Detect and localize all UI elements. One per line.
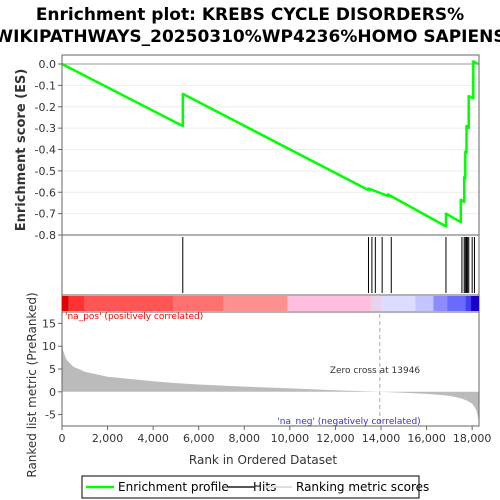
x-tick-label: 18,000 — [453, 432, 492, 445]
ranking-bar-panel — [62, 295, 479, 312]
metric-y-tick-label: -5 — [45, 409, 56, 422]
ranking-bar-segment — [415, 296, 433, 311]
es-panel: 0.0 -0.1 -0.2 -0.3 -0.4 -0.5 -0.6 -0.7 -0.8 Enri… — [14, 55, 479, 242]
ranking-bar-segment — [465, 296, 471, 311]
es-y-tick-label: -0.1 — [35, 79, 56, 92]
x-tick-label: 12,000 — [316, 432, 355, 445]
ranking-bar-segment — [69, 296, 85, 311]
x-tick-label: 10,000 — [271, 432, 310, 445]
pos-correlated-label: 'na_pos' (positively correlated) — [65, 312, 203, 322]
x-tick-label: 0 — [59, 432, 66, 445]
ranking-bar-segment — [174, 296, 224, 311]
x-tick-label: 16,000 — [407, 432, 446, 445]
es-y-axis-label: Enrichment score (ES) — [14, 69, 29, 232]
metric-y-tick-label: 10 — [42, 340, 56, 353]
ranking-bar-segment — [62, 296, 69, 311]
ranking-bar-segment — [447, 296, 465, 311]
es-y-tick-label: -0.3 — [35, 122, 56, 135]
legend-metric-label: Ranking metric scores — [296, 480, 429, 494]
neg-correlated-label: 'na_neg' (negatively correlated) — [277, 417, 420, 427]
x-tick-label: 4,000 — [137, 432, 169, 445]
es-y-tick-label: -0.6 — [35, 186, 56, 199]
ranking-color-bar — [62, 296, 479, 311]
x-tick-label: 8,000 — [229, 432, 261, 445]
ranking-bar-segment — [288, 296, 372, 311]
hits-panel-frame — [62, 235, 479, 295]
ranking-bar-segment — [224, 296, 288, 311]
x-tick-label: 14,000 — [362, 432, 401, 445]
ranking-bar-segment — [85, 296, 174, 311]
es-panel-background — [62, 55, 479, 235]
x-axis-label: Rank in Ordered Dataset — [189, 453, 337, 467]
metric-y-ticks: 15 10 5 0 -5 — [42, 317, 62, 421]
metric-y-axis-label: Ranked list metric (PreRanked) — [25, 292, 39, 477]
legend-es-label: Enrichment profile — [118, 480, 229, 494]
metric-y-tick-label: 0 — [49, 386, 56, 399]
ranking-bar-segment — [381, 296, 415, 311]
legend: Enrichment profile Hits Ranking metric s… — [82, 476, 429, 498]
es-y-tick-label: -0.2 — [35, 101, 56, 114]
es-y-tick-label: -0.7 — [35, 208, 56, 221]
metric-y-tick-label: 15 — [42, 317, 56, 330]
chart-title-line-2: WIKIPATHWAYS_20250310%WP4236%HOMO SAPIEN… — [0, 27, 500, 47]
ranking-bar-segment — [471, 296, 479, 311]
ranking-bar-segment — [433, 296, 447, 311]
es-y-ticks: 0.0 -0.1 -0.2 -0.3 -0.4 -0.5 -0.6 -0.7 -0.8 — [35, 58, 62, 242]
x-tick-label: 6,000 — [183, 432, 215, 445]
es-y-tick-label: -0.8 — [35, 229, 56, 242]
hits-panel — [62, 235, 479, 295]
x-tick-label: 2,000 — [92, 432, 124, 445]
metric-y-tick-label: 5 — [49, 363, 56, 376]
metric-x-ticks: 0 2,000 4,000 6,000 8,000 10,000 12,000 14,000 1… — [59, 426, 492, 445]
chart-title-line-1: Enrichment plot: KREBS CYCLE DISORDERS% — [36, 5, 464, 25]
es-y-tick-label: -0.5 — [35, 165, 56, 178]
zero-cross-label: Zero cross at 13946 — [330, 366, 421, 376]
es-y-tick-label: -0.4 — [35, 144, 56, 157]
es-y-tick-label: 0.0 — [39, 58, 57, 71]
ranking-bar-segment — [372, 296, 381, 311]
